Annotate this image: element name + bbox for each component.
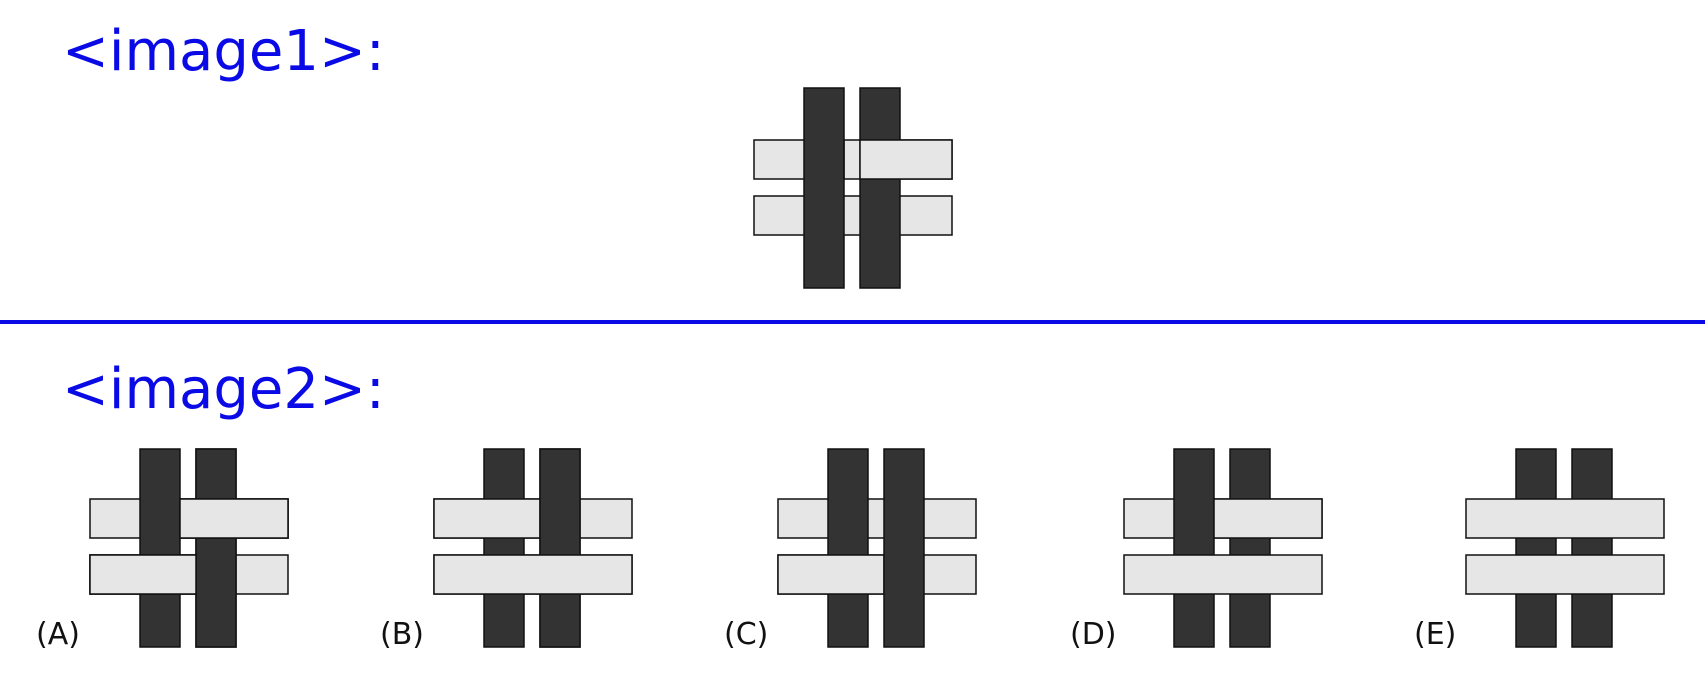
option-e-weave[interactable] [1465,448,1665,649]
section-divider [0,320,1705,324]
image1-heading: <image1>: [62,19,385,84]
reference-weave [753,87,953,290]
option-d-weave[interactable] [1123,448,1323,649]
option-d-label: (D) [1070,617,1117,652]
vertical-strip-right [859,87,901,289]
vertical-strip-left [803,87,845,289]
option-a-label: (A) [36,617,80,652]
horizontal-strip-bottom [753,195,953,236]
option-b-label: (B) [380,617,424,652]
option-b-weave[interactable] [433,448,633,649]
option-a-svg [89,448,289,648]
option-d-svg [1123,448,1323,648]
option-e-label: (E) [1414,617,1457,652]
option-c-weave[interactable] [777,448,977,649]
reference-weave-svg [753,87,953,289]
option-a-weave[interactable] [89,448,289,649]
option-e-svg [1465,448,1665,648]
crossing-over [859,139,953,180]
option-c-svg [777,448,977,648]
option-c-label: (C) [724,617,769,652]
image2-heading: <image2>: [62,357,385,422]
option-b-svg [433,448,633,648]
